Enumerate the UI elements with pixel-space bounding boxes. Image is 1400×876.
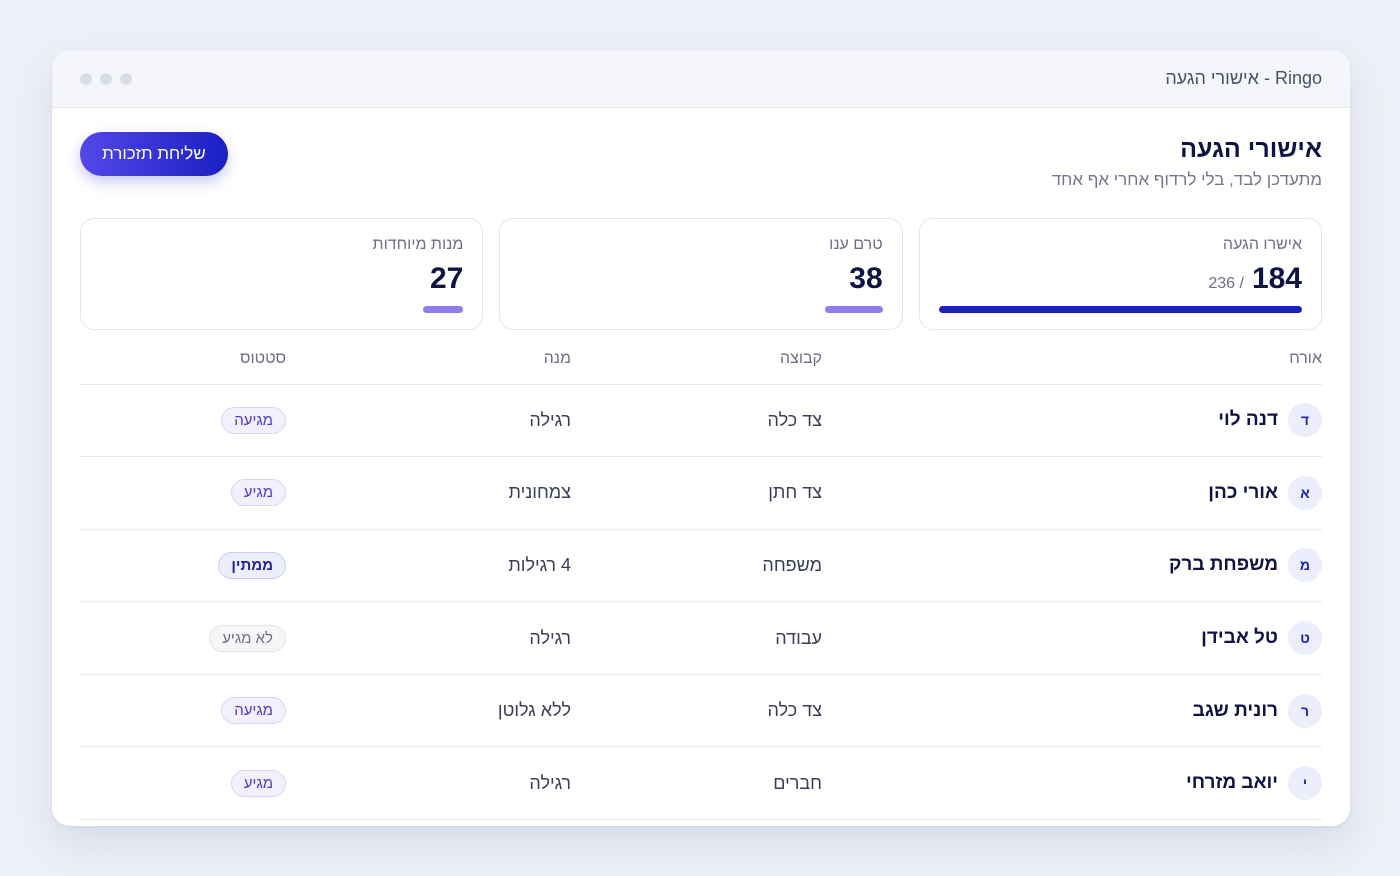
window-dot-icon[interactable] — [120, 72, 132, 85]
group-cell: צד כלה — [571, 384, 822, 458]
guest-info: ד דנה לוי — [822, 403, 1322, 438]
status-cell: ממתין — [80, 529, 286, 603]
guest-cell: מ משפחת ברק — [822, 529, 1322, 603]
table-row[interactable]: מ משפחת ברק משפחה 4 רגילות ממתין — [80, 529, 1322, 603]
table-body: ד דנה לוי צד כלה רגילה מגיעה א אורי כהן … — [80, 384, 1322, 821]
app-window: Ringo - אישורי הגעה אישורי הגעה מתעדכן ל… — [52, 50, 1350, 826]
meal-cell: 4 רגילות — [286, 529, 571, 603]
guest-cell: ד דנה לוי — [822, 384, 1322, 458]
status-cell: מגיע — [80, 746, 286, 821]
guest-name[interactable]: אורי כהן — [1208, 481, 1278, 503]
stat-value-row: 184 / 236 — [939, 262, 1302, 296]
guest-name[interactable]: טל אבידן — [1201, 627, 1278, 649]
status-badge[interactable]: מגיעה — [221, 406, 286, 434]
main-content: אישורי הגעה מתעדכן לבד, בלי לרדוף אחרי א… — [52, 108, 1350, 821]
guest-cell: ר רונית שגב — [822, 674, 1322, 748]
status-cell: לא מגיע — [80, 601, 286, 675]
group-cell: צד כלה — [571, 674, 822, 748]
window-dot-icon[interactable] — [100, 72, 112, 85]
avatar: מ — [1288, 548, 1322, 583]
stat-value: 27 — [429, 262, 464, 295]
send-reminder-button[interactable]: שליחת תזכורת — [80, 132, 228, 176]
status-badge[interactable]: מגיע — [230, 769, 286, 797]
guest-name[interactable]: דנה לוי — [1218, 409, 1278, 431]
avatar: ט — [1288, 621, 1322, 656]
window-dot-icon[interactable] — [80, 72, 92, 85]
table-row[interactable]: א אורי כהן צד חתן צמחונית מגיע — [80, 456, 1322, 530]
status-cell: מגיעה — [80, 384, 286, 458]
stat-value-row: 27 — [100, 262, 463, 296]
stat-total: / 236 — [1208, 275, 1244, 292]
window-controls — [80, 72, 132, 85]
meal-cell: רגילה — [286, 384, 571, 458]
guest-name[interactable]: רונית שגב — [1192, 699, 1278, 721]
table-row[interactable]: ר רונית שגב צד כלה ללא גלוטן מגיעה — [80, 674, 1322, 748]
status-badge[interactable]: מגיעה — [221, 697, 286, 725]
column-header-guest[interactable]: אורח — [822, 346, 1322, 385]
guest-cell: י יואב מזרחי — [822, 746, 1322, 821]
stat-card-pending: טרם ענו 38 — [499, 218, 903, 330]
meal-cell: ללא גלוטן — [286, 674, 571, 748]
stat-value-row: 38 — [519, 262, 882, 296]
group-cell: חברים — [571, 746, 822, 821]
guest-info: ר רונית שגב — [822, 693, 1322, 728]
guest-name[interactable]: משפחת ברק — [1168, 554, 1278, 576]
avatar: א — [1288, 475, 1322, 510]
guests-table: אורח קבוצה מנה סטטוס ד דנה לוי צד כלה רג… — [80, 346, 1322, 821]
group-cell: משפחה — [571, 529, 822, 603]
pending-indicator-bar — [824, 306, 883, 313]
avatar: י — [1288, 766, 1322, 801]
stat-card-special-meals: מנות מיוחדות 27 — [80, 218, 484, 330]
column-header-group[interactable]: קבוצה — [571, 346, 822, 385]
page-heading: אישורי הגעה מתעדכן לבד, בלי לרדוף אחרי א… — [1052, 134, 1322, 190]
column-header-status[interactable]: סטטוס — [80, 346, 286, 385]
status-badge[interactable]: לא מגיע — [209, 624, 286, 652]
title-bar: Ringo - אישורי הגעה — [52, 50, 1350, 108]
status-cell: מגיע — [80, 456, 286, 530]
status-badge[interactable]: ממתין — [218, 551, 286, 579]
stats-cards: אישרו הגעה 184 / 236 טרם ענו 38 מנות מיו… — [80, 218, 1322, 330]
table-row[interactable]: י יואב מזרחי חברים רגילה מגיע — [80, 746, 1322, 821]
meal-cell: צמחונית — [286, 456, 571, 530]
column-header-meal[interactable]: מנה — [286, 346, 571, 385]
confirmed-progress-fill — [938, 306, 1302, 313]
table-row[interactable]: ד דנה לוי צד כלה רגילה מגיעה — [80, 384, 1322, 458]
guest-info: מ משפחת ברק — [822, 548, 1322, 583]
guest-cell: ט טל אבידן — [822, 601, 1322, 675]
stat-card-confirmed: אישרו הגעה 184 / 236 — [918, 218, 1322, 330]
table-row[interactable]: ט טל אבידן עבודה רגילה לא מגיע — [80, 601, 1322, 675]
guest-info: י יואב מזרחי — [822, 766, 1322, 801]
guest-info: ט טל אבידן — [822, 621, 1322, 656]
stat-label: מנות מיוחדות — [372, 236, 464, 253]
status-badge[interactable]: מגיע — [230, 479, 286, 507]
stat-value: 38 — [849, 262, 883, 295]
avatar: ר — [1288, 693, 1322, 728]
window-title: Ringo - אישורי הגעה — [1165, 68, 1322, 88]
table-header-row: אורח קבוצה מנה סטטוס — [80, 346, 1322, 385]
page-title: אישורי הגעה — [1180, 135, 1322, 163]
guest-info: א אורי כהן — [822, 475, 1322, 510]
avatar: ד — [1288, 403, 1322, 438]
guest-cell: א אורי כהן — [822, 456, 1322, 530]
confirmed-progress-bar — [938, 306, 1302, 313]
stat-label: אישרו הגעה — [1222, 236, 1302, 253]
meal-cell: רגילה — [286, 746, 571, 821]
page-subtitle: מתעדכן לבד, בלי לרדוף אחרי אף אחד — [1051, 170, 1322, 189]
page-header: אישורי הגעה מתעדכן לבד, בלי לרדוף אחרי א… — [80, 132, 1322, 190]
stat-label: טרם ענו — [829, 236, 883, 253]
group-cell: צד חתן — [571, 456, 822, 530]
meal-cell: רגילה — [286, 601, 571, 675]
special-meals-indicator-bar — [423, 306, 464, 313]
group-cell: עבודה — [571, 601, 822, 675]
stat-value: 184 — [1251, 262, 1302, 295]
status-cell: מגיעה — [80, 674, 286, 748]
guest-name[interactable]: יואב מזרחי — [1185, 772, 1278, 794]
